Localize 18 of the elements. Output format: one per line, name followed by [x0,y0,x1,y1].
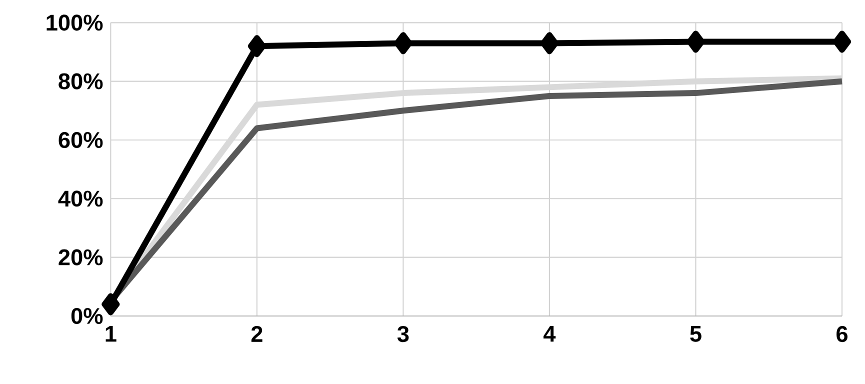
y-tick-label: 0% [71,308,103,324]
y-tick-label: 60% [58,132,103,148]
x-tick-label: 6 [836,326,848,342]
point [686,30,705,53]
y-tick-label: 40% [58,190,103,207]
point [248,35,266,58]
y-tick-label: 20% [58,249,103,266]
point [540,32,558,54]
point [832,30,851,53]
point [394,32,412,54]
y-tick-label: 80% [58,73,103,90]
x-tick-label: 4 [544,326,556,342]
x-tick-label: 5 [690,326,702,342]
y-tick-label: 100% [46,14,103,31]
x-tick-label: 1 [106,326,116,342]
x-tick-label: 2 [251,326,262,342]
x-tick-label: 3 [397,326,409,342]
point [102,293,120,316]
